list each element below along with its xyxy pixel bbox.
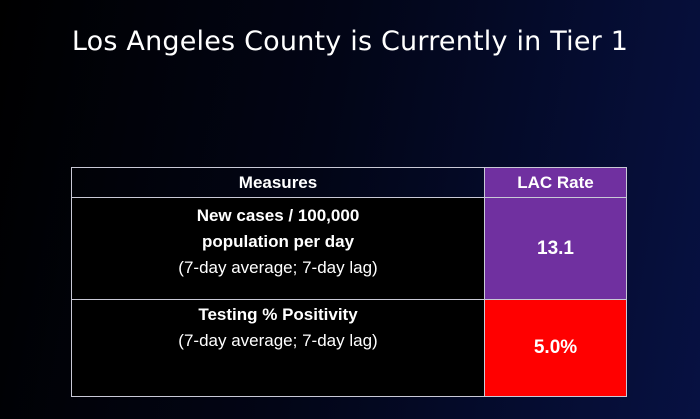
measure-note: (7-day average; 7-day lag) [178, 258, 378, 277]
rate-value-testing-positivity: 5.0% [484, 299, 627, 397]
measure-cell-testing-positivity: Testing % Positivity (7-day average; 7-d… [71, 299, 485, 397]
measures-column-header: Measures [71, 167, 485, 198]
measure-cell-new-cases: New cases / 100,000 population per day (… [71, 197, 485, 300]
measure-note: (7-day average; 7-day lag) [178, 331, 378, 350]
lac-rate-column-header: LAC Rate [484, 167, 627, 198]
tier-measures-table: Measures LAC Rate New cases / 100,000 po… [71, 167, 627, 397]
table-row: Testing % Positivity (7-day average; 7-d… [71, 299, 627, 397]
measure-name-line: Testing % Positivity [198, 305, 358, 324]
measure-name-line: New cases / 100,000 [196, 206, 360, 225]
slide-title: Los Angeles County is Currently in Tier … [71, 26, 629, 57]
table-row: New cases / 100,000 population per day (… [71, 197, 627, 300]
table-header-row: Measures LAC Rate [71, 167, 627, 198]
measure-name-line: population per day [201, 232, 355, 251]
rate-value-new-cases: 13.1 [484, 197, 627, 300]
